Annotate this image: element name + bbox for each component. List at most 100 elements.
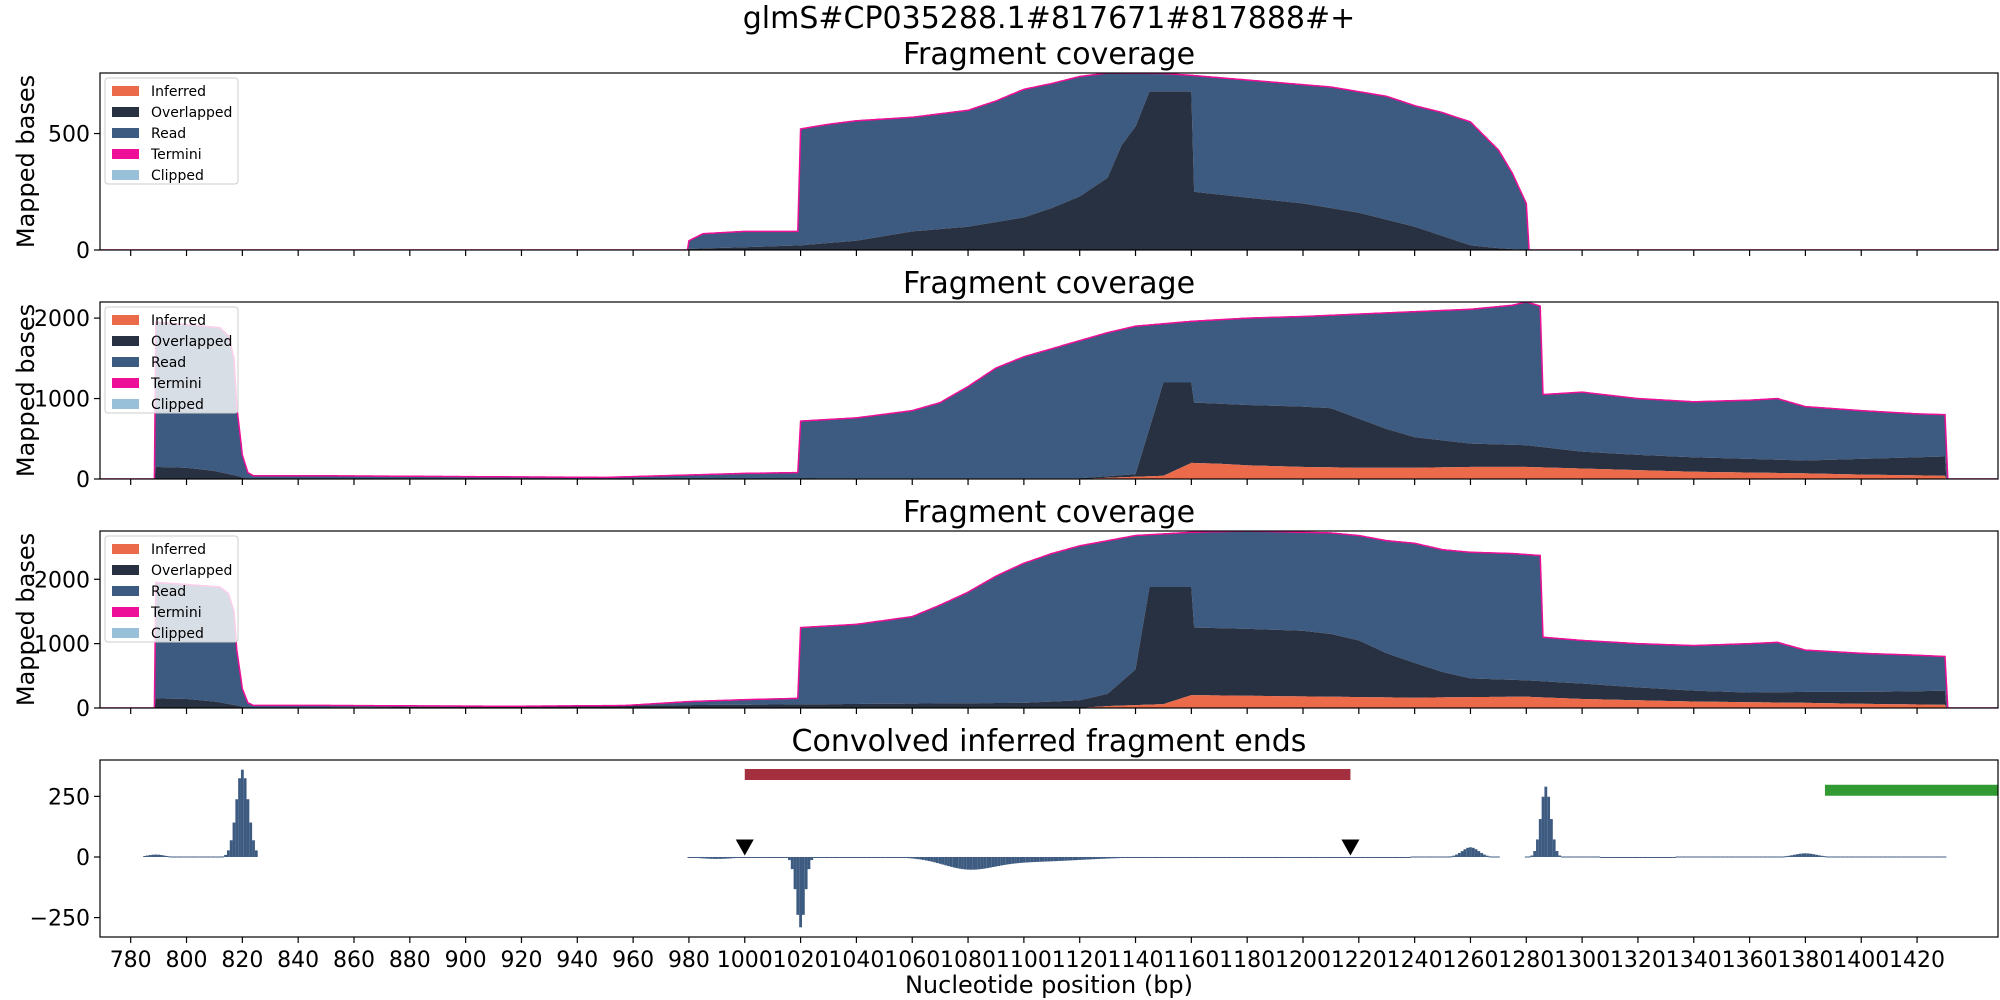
- signal-bar: [1642, 856, 1645, 858]
- signal-bar: [771, 856, 775, 858]
- legend-label-inferred: Inferred: [151, 542, 206, 558]
- signal-bar: [952, 856, 956, 868]
- signal-bar: [1321, 856, 1324, 858]
- x-tick-label: 1240: [1387, 948, 1443, 973]
- signal-bar: [1304, 856, 1308, 858]
- signal-bar: [1926, 856, 1930, 858]
- signal-bar: [1109, 856, 1112, 859]
- signal-bar: [1915, 856, 1919, 858]
- signal-bar: [1111, 856, 1115, 859]
- signal-bar: [1536, 839, 1539, 857]
- plot-area: [100, 531, 1998, 708]
- signal-bar: [1725, 856, 1729, 858]
- signal-bar: [1689, 856, 1693, 858]
- x-tick-label: 1420: [1889, 948, 1945, 973]
- signal-bar: [1240, 856, 1243, 858]
- signal-bar: [1483, 854, 1486, 857]
- signal-bar: [1192, 856, 1196, 858]
- y-tick-label: 0: [76, 468, 90, 493]
- signal-bar: [751, 856, 755, 858]
- signal-bar: [1893, 856, 1897, 858]
- signal-bar: [1030, 856, 1034, 863]
- signal-bar: [1226, 856, 1230, 858]
- signal-bar: [1756, 856, 1760, 858]
- area-overlapped: [100, 382, 1998, 479]
- y-axis-label: Mapped bases: [12, 75, 40, 248]
- signal-bar: [1471, 847, 1475, 857]
- signal-bar: [818, 856, 822, 858]
- signal-bar: [829, 856, 833, 858]
- signal-bar: [1343, 856, 1347, 858]
- x-tick-label: 1120: [1052, 948, 1108, 973]
- panel-title: Fragment coverage: [903, 495, 1195, 530]
- signal-bar: [1139, 856, 1143, 858]
- signal-bar: [1360, 856, 1364, 858]
- signal-bar: [1365, 856, 1369, 858]
- signal-bar: [1664, 856, 1668, 858]
- signal-bar: [1720, 856, 1724, 858]
- plot-area: [100, 73, 1998, 250]
- signal-bar: [1617, 856, 1620, 858]
- signal-bar: [1145, 856, 1149, 858]
- signal-bar: [1187, 856, 1190, 858]
- signal-bar: [885, 856, 889, 858]
- signal-bar: [1418, 856, 1422, 858]
- signal-bar: [1569, 856, 1573, 858]
- signal-bar: [1379, 856, 1383, 858]
- legend-swatch-inferred: [112, 544, 139, 554]
- signal-bar: [1834, 856, 1838, 858]
- y-tick-label: 500: [48, 123, 90, 148]
- signal-bar: [841, 856, 844, 858]
- panel-title: Fragment coverage: [903, 37, 1195, 72]
- signal-bar: [1524, 856, 1528, 858]
- signal-bar: [1879, 856, 1883, 858]
- y-tick-label: 0: [76, 697, 90, 722]
- signal-bar: [226, 850, 230, 857]
- signal-bar: [1460, 851, 1464, 857]
- signal-bar: [868, 856, 872, 858]
- signal-bar: [860, 856, 864, 858]
- signal-bar: [1446, 856, 1450, 858]
- signal-bar: [1259, 856, 1263, 858]
- x-tick-label: 1300: [1554, 948, 1610, 973]
- signal-bar: [218, 856, 222, 858]
- signal-bar: [1912, 856, 1916, 858]
- signal-bar: [246, 799, 250, 857]
- signal-bar: [894, 856, 897, 858]
- signal-bar: [732, 856, 735, 859]
- signal-bar: [804, 856, 808, 890]
- signal-bar: [913, 856, 917, 859]
- signal-bar: [1039, 856, 1043, 862]
- signal-bar: [1714, 856, 1718, 858]
- axes-frame: [99, 759, 1999, 938]
- signal-bar: [776, 856, 780, 858]
- signal-bar: [927, 856, 931, 862]
- signal-bar: [1189, 856, 1193, 858]
- signal-bar: [1376, 856, 1380, 858]
- signal-bar: [1438, 856, 1442, 858]
- signal-bar: [972, 856, 976, 870]
- signal-bar: [1745, 856, 1749, 858]
- signal-bar: [955, 856, 959, 869]
- signal-bar: [1672, 856, 1676, 858]
- signal-bar: [1337, 856, 1341, 858]
- signal-bar: [774, 856, 777, 858]
- signal-bar: [1555, 851, 1559, 857]
- signal-bar: [1385, 856, 1389, 858]
- signal-bar: [1647, 856, 1651, 858]
- signal-bar: [1887, 856, 1891, 858]
- signal-bar: [994, 856, 998, 867]
- signal-bar: [1910, 856, 1913, 858]
- signal-bar: [1363, 856, 1366, 858]
- signal-bar: [1753, 856, 1757, 858]
- signal-bar: [1767, 856, 1771, 858]
- x-tick-label: 1140: [1108, 948, 1164, 973]
- signal-bar: [899, 856, 903, 858]
- legend-label-read: Read: [151, 584, 186, 600]
- signal-bar: [874, 856, 878, 858]
- signal-bar: [201, 856, 205, 858]
- x-tick-label: 860: [333, 948, 375, 973]
- signal-bar: [1128, 856, 1132, 858]
- signal-bar: [1544, 786, 1548, 857]
